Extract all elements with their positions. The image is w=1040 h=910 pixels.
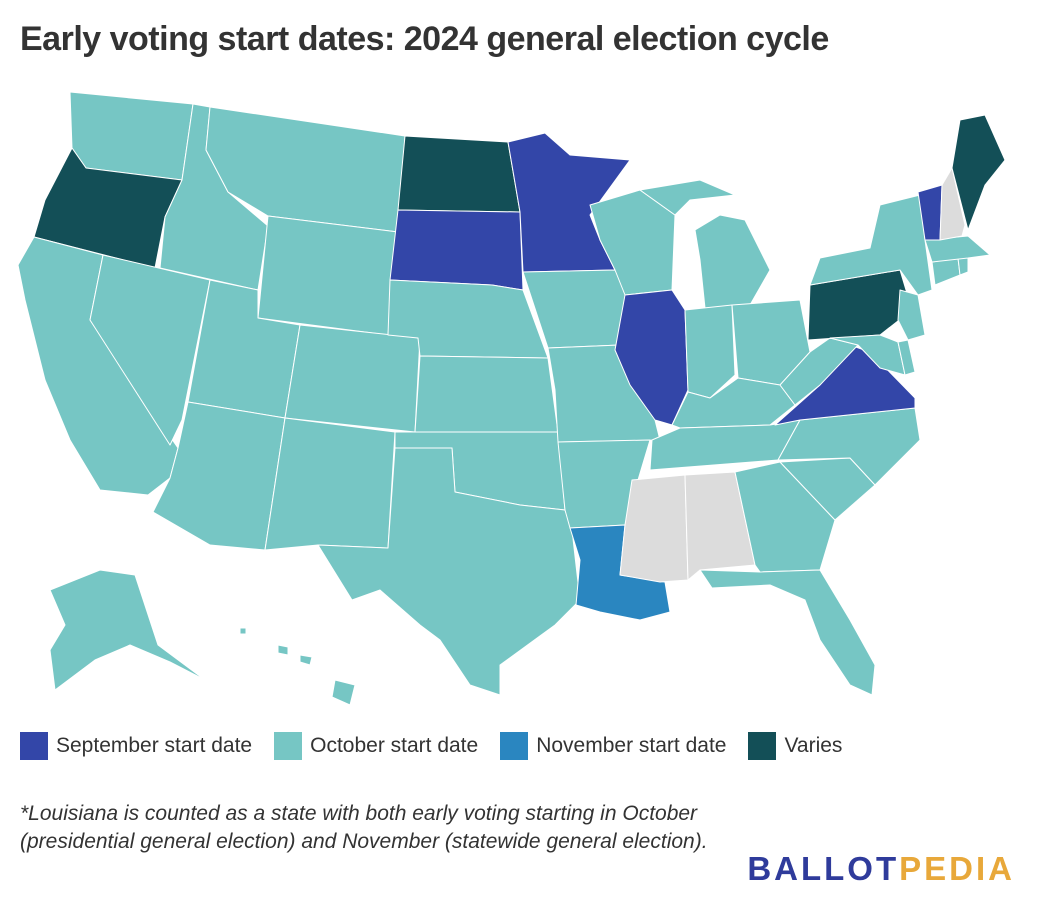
legend-label: November start date (536, 734, 727, 757)
state-nv[interactable] (89, 254, 211, 446)
legend-item-october: October start date (274, 732, 478, 760)
legend-swatch (274, 732, 303, 760)
state-mn[interactable] (507, 132, 631, 273)
legend-label: October start date (310, 734, 479, 757)
state-nj[interactable] (897, 289, 926, 341)
state-nm[interactable] (264, 417, 396, 551)
state-hi[interactable] (239, 627, 356, 706)
state-me[interactable] (951, 114, 1006, 231)
state-or[interactable] (33, 147, 183, 269)
state-al[interactable] (684, 471, 756, 581)
state-ny[interactable] (809, 194, 933, 296)
logo-part-pedia: PEDIA (899, 850, 1015, 887)
state-ks[interactable] (414, 355, 559, 433)
state-ak[interactable] (49, 569, 206, 691)
legend-swatch (748, 732, 777, 760)
state-fl[interactable] (699, 569, 876, 696)
state-ms[interactable] (619, 474, 689, 583)
legend-item-november: November start date (500, 732, 726, 760)
state-ct[interactable] (931, 257, 961, 286)
state-co[interactable] (284, 324, 421, 433)
state-mi[interactable] (639, 179, 771, 309)
legend-swatch (20, 732, 48, 760)
state-nd[interactable] (397, 135, 521, 213)
state-tx[interactable] (317, 447, 581, 696)
legend-item-september: September start date (20, 732, 252, 760)
logo-part-ballot: BALLOT (747, 850, 900, 887)
footnote: *Louisiana is counted as a state with bo… (20, 802, 708, 853)
legend-label: September start date (56, 734, 253, 757)
legend-item-varies: Varies (748, 732, 842, 760)
state-wa[interactable] (69, 91, 194, 181)
state-sd[interactable] (389, 209, 524, 291)
chart-title: Early voting start dates: 2024 general e… (20, 20, 829, 58)
state-nh[interactable] (939, 167, 966, 241)
ballotpedia-logo: BALLOTPEDIA (747, 850, 1015, 888)
us-map (17, 91, 1006, 706)
legend: September start date October start date … (20, 732, 864, 760)
legend-swatch (500, 732, 529, 760)
state-de[interactable] (897, 339, 916, 376)
state-in[interactable] (684, 304, 736, 399)
legend-label: Varies (784, 734, 843, 757)
state-wy[interactable] (257, 215, 399, 336)
